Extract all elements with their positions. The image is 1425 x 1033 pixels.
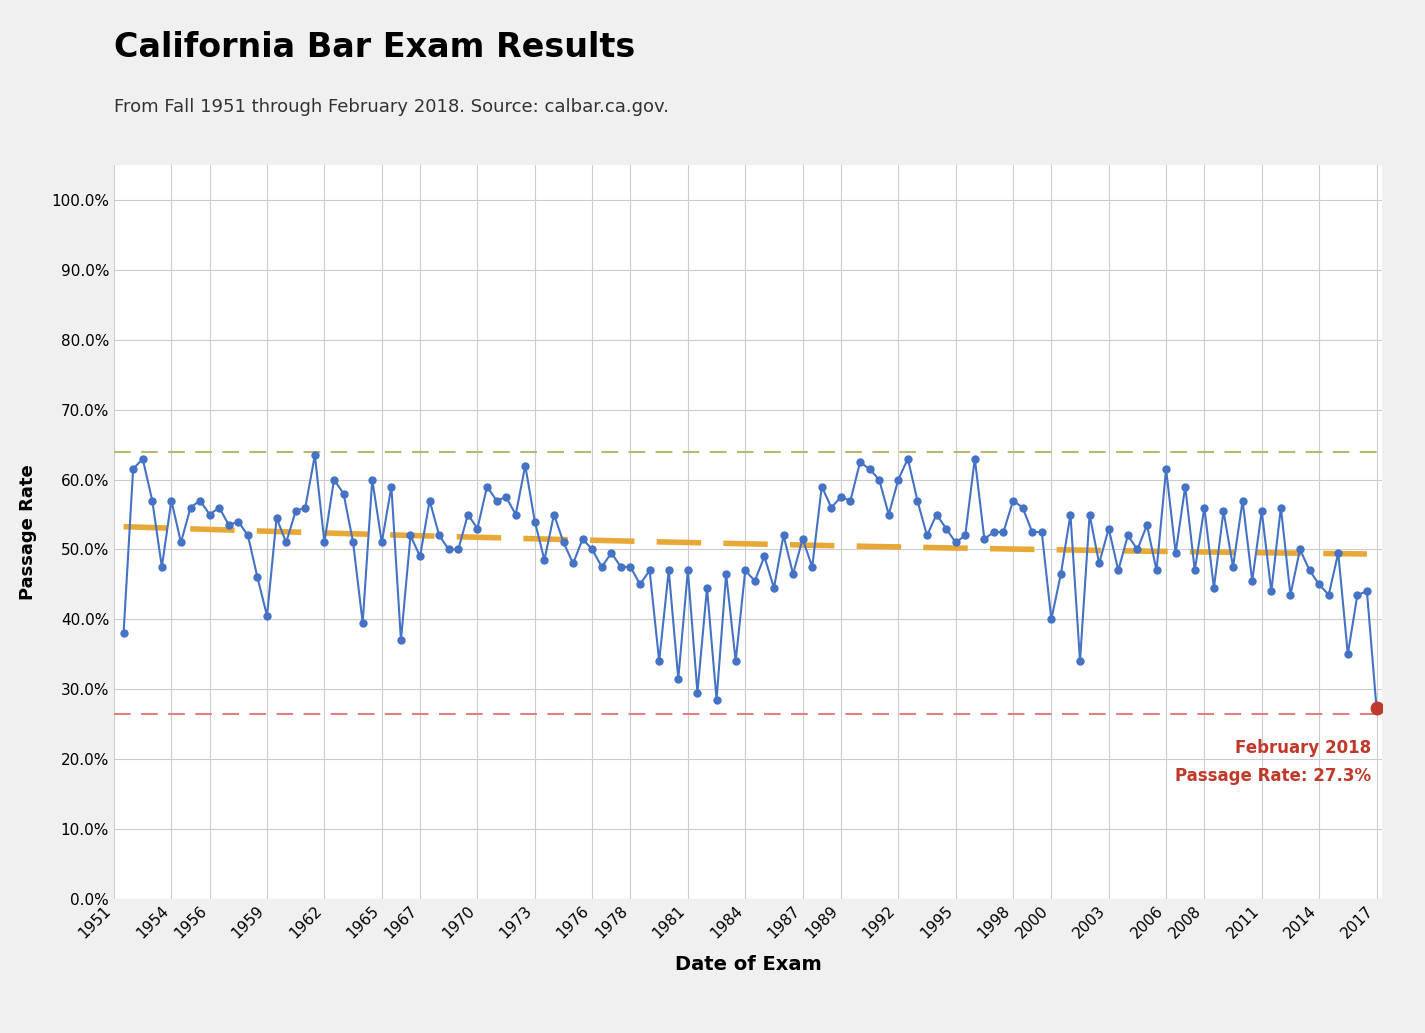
Text: California Bar Exam Results: California Bar Exam Results xyxy=(114,31,636,64)
Text: From Fall 1951 through February 2018. Source: calbar.ca.gov.: From Fall 1951 through February 2018. So… xyxy=(114,98,668,116)
X-axis label: Date of Exam: Date of Exam xyxy=(675,956,821,974)
Text: February 2018: February 2018 xyxy=(1234,740,1371,757)
Text: Passage Rate: 27.3%: Passage Rate: 27.3% xyxy=(1174,768,1371,785)
Y-axis label: Passage Rate: Passage Rate xyxy=(20,464,37,600)
